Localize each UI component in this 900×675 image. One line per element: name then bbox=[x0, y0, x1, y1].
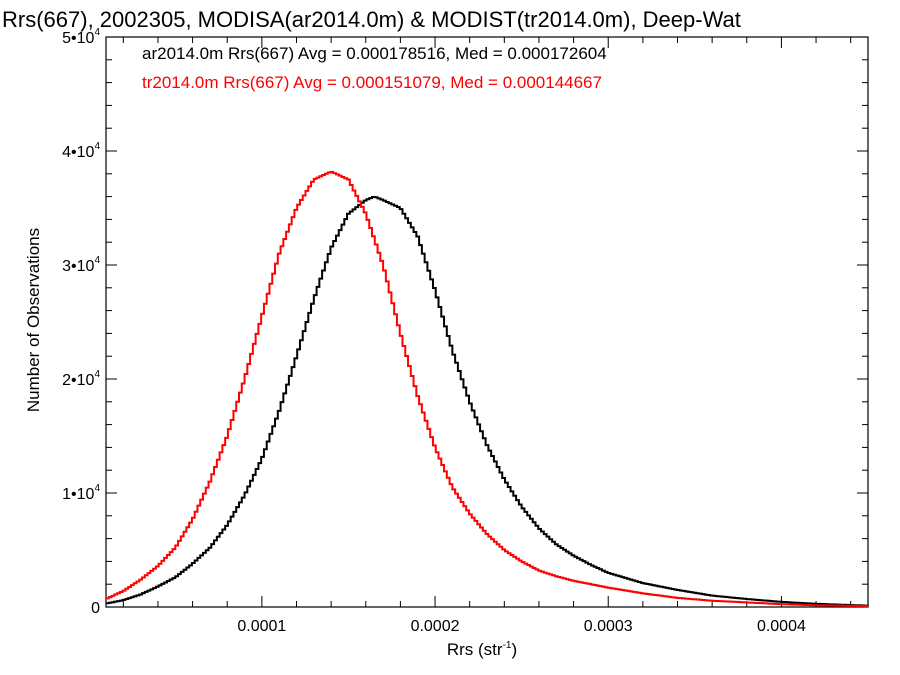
legend-entry: tr2014.0m Rrs(667) Avg = 0.000151079, Me… bbox=[142, 73, 602, 92]
chart-title: Rrs(667), 2002305, MODISA(ar2014.0m) & M… bbox=[2, 7, 741, 32]
plot-frame bbox=[105, 36, 869, 608]
x-tick-label: 0.0002 bbox=[411, 618, 460, 635]
y-tick-base: 4•10 bbox=[62, 144, 94, 161]
series-line-0 bbox=[106, 196, 869, 607]
y-tick-label: 3•104 bbox=[62, 255, 100, 275]
legend: ar2014.0m Rrs(667) Avg = 0.000178516, Me… bbox=[142, 44, 607, 92]
y-tick-base: 3•10 bbox=[62, 258, 94, 275]
y-tick-base: 5•10 bbox=[62, 30, 94, 47]
x-axis-ticks: 0.0001 0.0002 0.0003 0.0004 bbox=[122, 37, 852, 635]
x-tick-label: 0.0001 bbox=[237, 618, 286, 635]
y-tick-exponent: 4 bbox=[94, 369, 100, 380]
legend-entry: ar2014.0m Rrs(667) Avg = 0.000178516, Me… bbox=[142, 44, 607, 63]
y-tick-label: 1•104 bbox=[62, 483, 100, 503]
x-axis-label-close: ) bbox=[511, 640, 517, 659]
y-tick-base: 0 bbox=[91, 600, 100, 617]
y-tick-base: 1•10 bbox=[62, 486, 94, 503]
y-tick-base: 2•10 bbox=[62, 372, 94, 389]
y-tick-exponent: 4 bbox=[94, 483, 100, 494]
y-tick-exponent: 4 bbox=[94, 27, 100, 38]
plot-box bbox=[105, 36, 869, 608]
x-axis-label-exponent: -1 bbox=[503, 640, 512, 651]
x-tick-label: 0.0004 bbox=[757, 618, 806, 635]
x-tick-label: 0.0003 bbox=[584, 618, 633, 635]
y-tick-exponent: 4 bbox=[94, 141, 100, 152]
y-tick-exponent: 4 bbox=[94, 255, 100, 266]
series-line-1 bbox=[106, 170, 869, 608]
series-layer bbox=[106, 170, 869, 608]
y-tick-label: 5•104 bbox=[62, 27, 100, 47]
y-tick-label: 4•104 bbox=[62, 141, 100, 161]
y-tick-label: 0 bbox=[91, 600, 100, 617]
y-tick-label: 2•104 bbox=[62, 369, 100, 389]
x-axis-label-text: Rrs (str bbox=[447, 640, 503, 659]
y-axis-label: Number of Observations bbox=[24, 228, 43, 412]
x-axis-label: Rrs (str-1) bbox=[447, 640, 517, 659]
